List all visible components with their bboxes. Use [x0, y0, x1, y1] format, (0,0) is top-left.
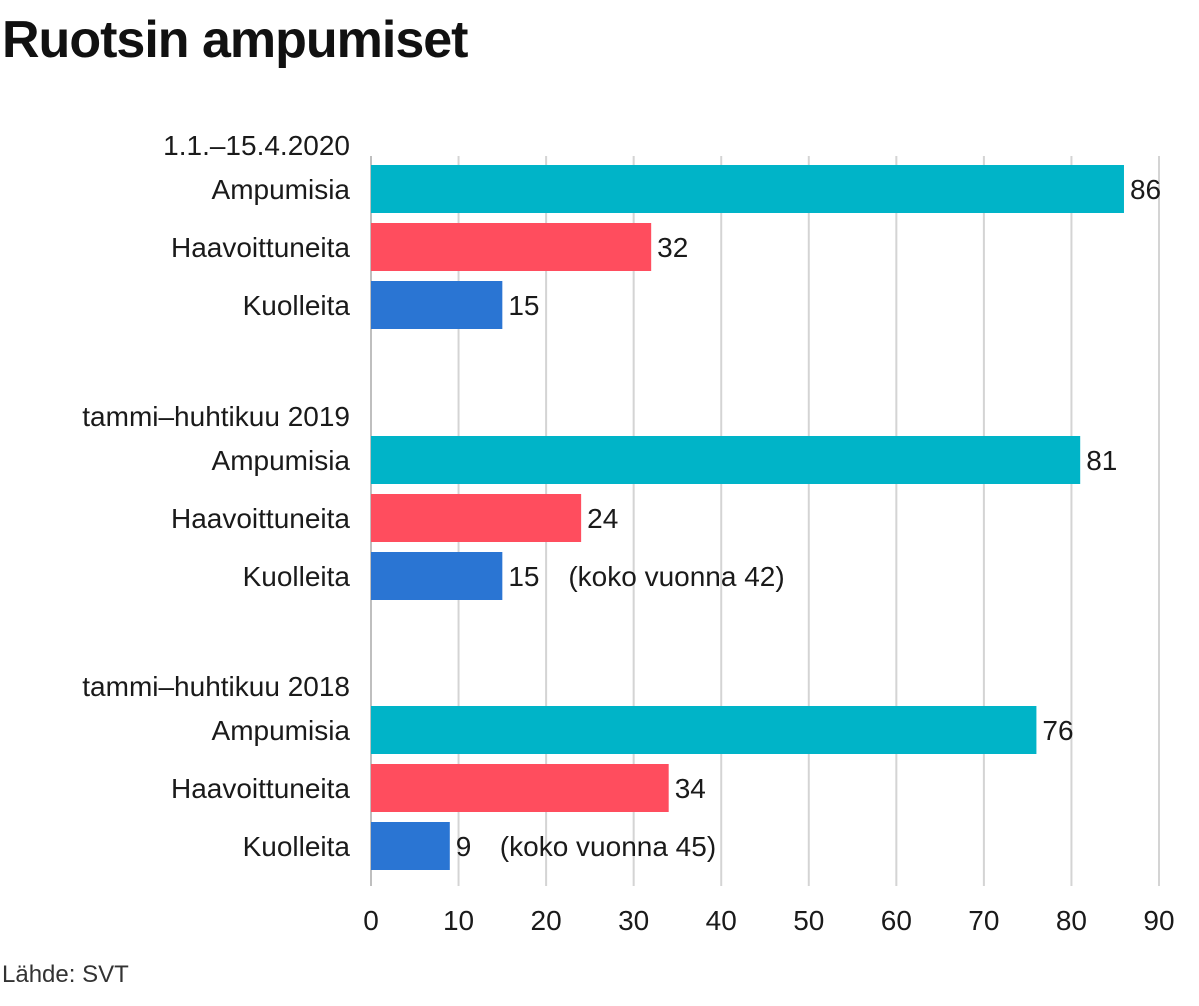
value-label: 24	[587, 503, 618, 534]
category-label: Haavoittuneita	[171, 503, 350, 534]
x-tick-label: 80	[1056, 905, 1087, 936]
bar-chart: 1.1.–15.4.2020 Ampumisia 86 Haavoittuneita 3…	[82, 130, 1174, 936]
value-label: 15	[508, 561, 539, 592]
x-axis-ticks: 0 10 20 30 40 50 60 70 80 90	[363, 905, 1174, 936]
bar-haavoittuneita	[371, 223, 652, 271]
group-label: 1.1.–15.4.2020	[163, 130, 350, 161]
x-tick-label: 50	[793, 905, 824, 936]
category-label: Ampumisia	[212, 445, 351, 476]
category-label: Haavoittuneita	[171, 232, 350, 263]
bars	[371, 165, 1124, 870]
value-label: 86	[1130, 174, 1161, 205]
category-label: Kuolleita	[243, 290, 351, 321]
value-label: 81	[1086, 445, 1117, 476]
category-label: Kuolleita	[243, 561, 351, 592]
labels: 1.1.–15.4.2020 Ampumisia 86 Haavoittuneita 3…	[82, 130, 1161, 862]
x-tick-label: 60	[881, 905, 912, 936]
x-tick-label: 70	[968, 905, 999, 936]
value-label: 76	[1042, 715, 1073, 746]
bar-ampumisia	[371, 706, 1037, 754]
group-label: tammi–huhtikuu 2018	[82, 671, 350, 702]
annotation-note: (koko vuonna 45)	[500, 831, 716, 862]
x-tick-label: 90	[1143, 905, 1174, 936]
x-tick-label: 0	[363, 905, 379, 936]
category-label: Kuolleita	[243, 831, 351, 862]
category-label: Ampumisia	[212, 715, 351, 746]
x-tick-label: 30	[618, 905, 649, 936]
category-label: Ampumisia	[212, 174, 351, 205]
bar-kuolleita	[371, 822, 450, 870]
value-label: 34	[675, 773, 706, 804]
bar-kuolleita	[371, 281, 503, 329]
value-label: 15	[508, 290, 539, 321]
group-label: tammi–huhtikuu 2019	[82, 401, 350, 432]
bar-haavoittuneita	[371, 764, 669, 812]
bar-kuolleita	[371, 552, 503, 600]
category-label: Haavoittuneita	[171, 773, 350, 804]
x-tick-label: 40	[706, 905, 737, 936]
annotation-note: (koko vuonna 42)	[568, 561, 784, 592]
bar-haavoittuneita	[371, 494, 582, 542]
x-tick-label: 20	[531, 905, 562, 936]
x-tick-label: 10	[443, 905, 474, 936]
chart-title: Ruotsin ampumiset	[2, 11, 468, 69]
bar-ampumisia	[371, 165, 1124, 213]
value-label: 32	[657, 232, 688, 263]
value-label: 9	[456, 831, 472, 862]
source-note: Lähde: SVT	[2, 961, 129, 988]
bar-ampumisia	[371, 436, 1081, 484]
